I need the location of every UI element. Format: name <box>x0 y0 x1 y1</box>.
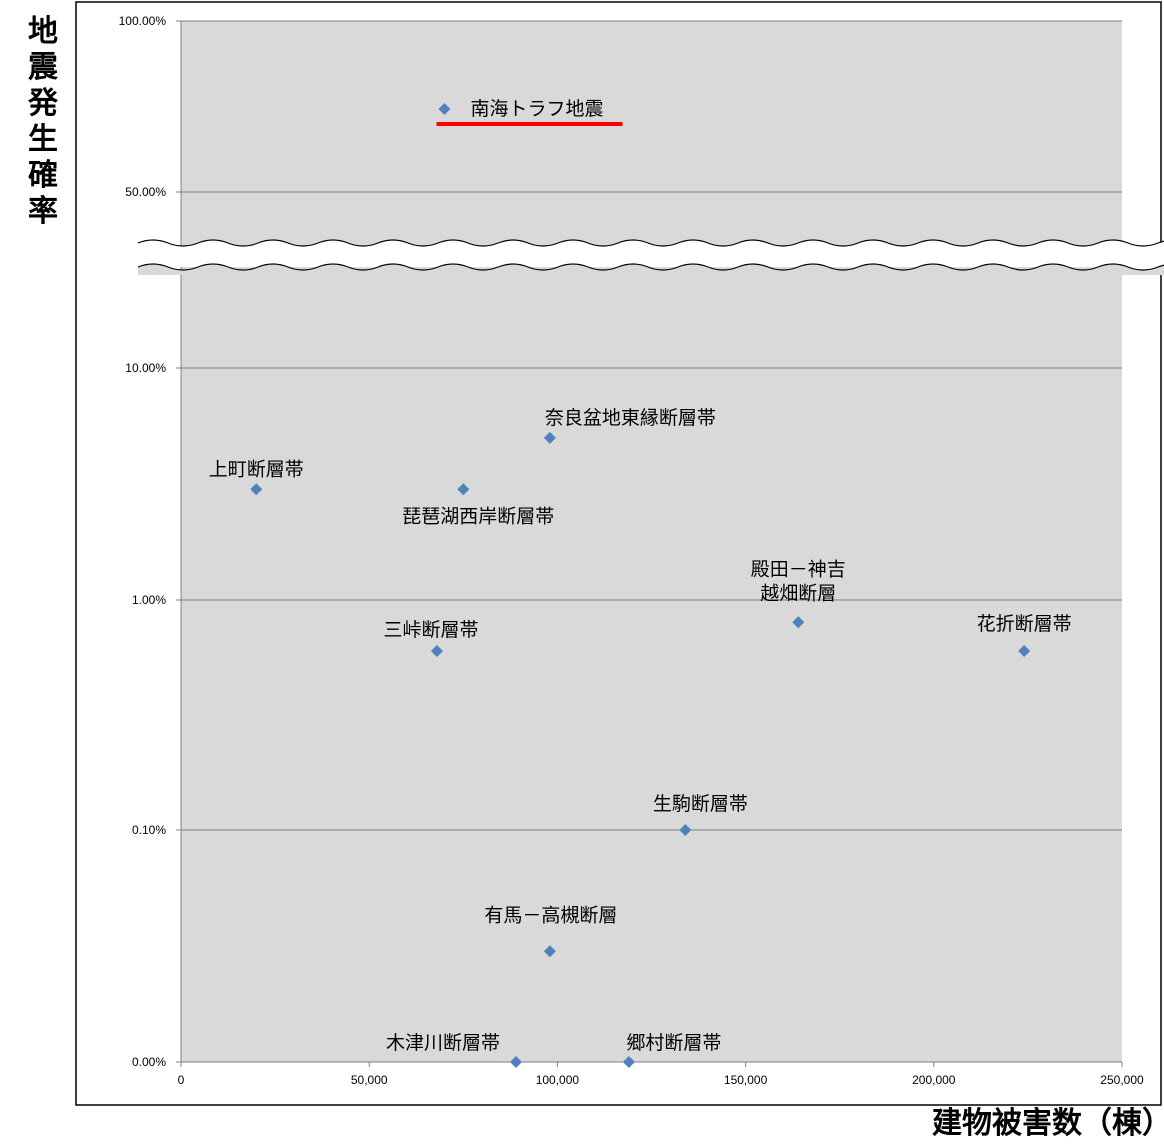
x-axis-title: 建物被害数（棟） <box>932 1106 1164 1141</box>
data-label: 郷村断層帯 <box>626 1032 721 1054</box>
data-label: 花折断層帯 <box>977 613 1072 635</box>
data-point-marker <box>430 645 443 658</box>
tick-labels: 0.00% 0.10% 1.00% 10.00% 50.00% 100.00% 0 50,00… <box>119 14 1144 1087</box>
data-point-marker <box>509 1056 522 1068</box>
data-labels: 南海トラフ地震奈良盆地東縁断層帯上町断層帯琵琶湖西岸断層帯殿田－神吉越畑断層花折… <box>209 98 1072 1054</box>
data-point-marker <box>679 824 692 836</box>
y-tick-label: 1.00% <box>132 593 166 607</box>
y-tick-label: 0.10% <box>132 823 166 837</box>
data-label: 南海トラフ地震 <box>470 98 603 120</box>
data-label: 上町断層帯 <box>209 458 304 480</box>
data-label: 木津川断層帯 <box>386 1032 500 1054</box>
y-axis-title-char: 震 <box>28 50 58 85</box>
data-label: 奈良盆地東縁断層帯 <box>545 407 716 429</box>
y-tick-label: 50.00% <box>125 185 166 199</box>
y-axis-title-char: 生 <box>28 122 58 157</box>
data-points <box>250 102 1031 1068</box>
data-label: 生駒断層帯 <box>653 793 748 815</box>
data-label: 有馬－高槻断層 <box>484 904 617 926</box>
data-point-marker <box>543 945 556 958</box>
x-tick-label: 200,000 <box>912 1073 956 1087</box>
plot-area <box>181 21 1122 1062</box>
y-axis-title-char: 率 <box>28 194 58 229</box>
data-label: 殿田－神吉 <box>751 558 846 580</box>
data-label: 越畑断層 <box>760 582 836 604</box>
data-point-marker <box>457 483 470 496</box>
y-axis-title: 地震発生確率 <box>18 14 68 230</box>
data-point-marker <box>792 616 805 629</box>
gridlines <box>176 20 1123 1067</box>
axis-break-line <box>137 263 1164 271</box>
axis-break-band <box>138 240 1164 267</box>
data-point-marker <box>438 102 451 115</box>
y-axis-title-char: 確 <box>28 158 58 193</box>
y-tick-label: 100.00% <box>119 14 167 28</box>
y-tick-label: 10.00% <box>125 361 166 375</box>
data-point-marker <box>250 483 263 496</box>
y-tick-label: 0.00% <box>132 1055 166 1069</box>
data-point-marker <box>622 1056 635 1068</box>
data-label: 琵琶湖西岸断層帯 <box>402 505 554 527</box>
axis-break <box>137 239 1164 275</box>
x-tick-label: 50,000 <box>351 1073 388 1087</box>
axis-break-line <box>137 239 1164 247</box>
data-point-marker <box>1018 645 1031 658</box>
x-tick-label: 250,000 <box>1100 1073 1144 1087</box>
axis-break-fill <box>138 264 1164 275</box>
y-axis-title-char: 発 <box>28 86 58 121</box>
data-label: 三峠断層帯 <box>383 619 478 641</box>
x-tick-label: 0 <box>178 1073 185 1087</box>
y-axis-title-char: 地 <box>28 14 58 49</box>
x-tick-label: 150,000 <box>724 1073 768 1087</box>
data-point-marker <box>543 431 556 444</box>
x-tick-label: 100,000 <box>536 1073 580 1087</box>
